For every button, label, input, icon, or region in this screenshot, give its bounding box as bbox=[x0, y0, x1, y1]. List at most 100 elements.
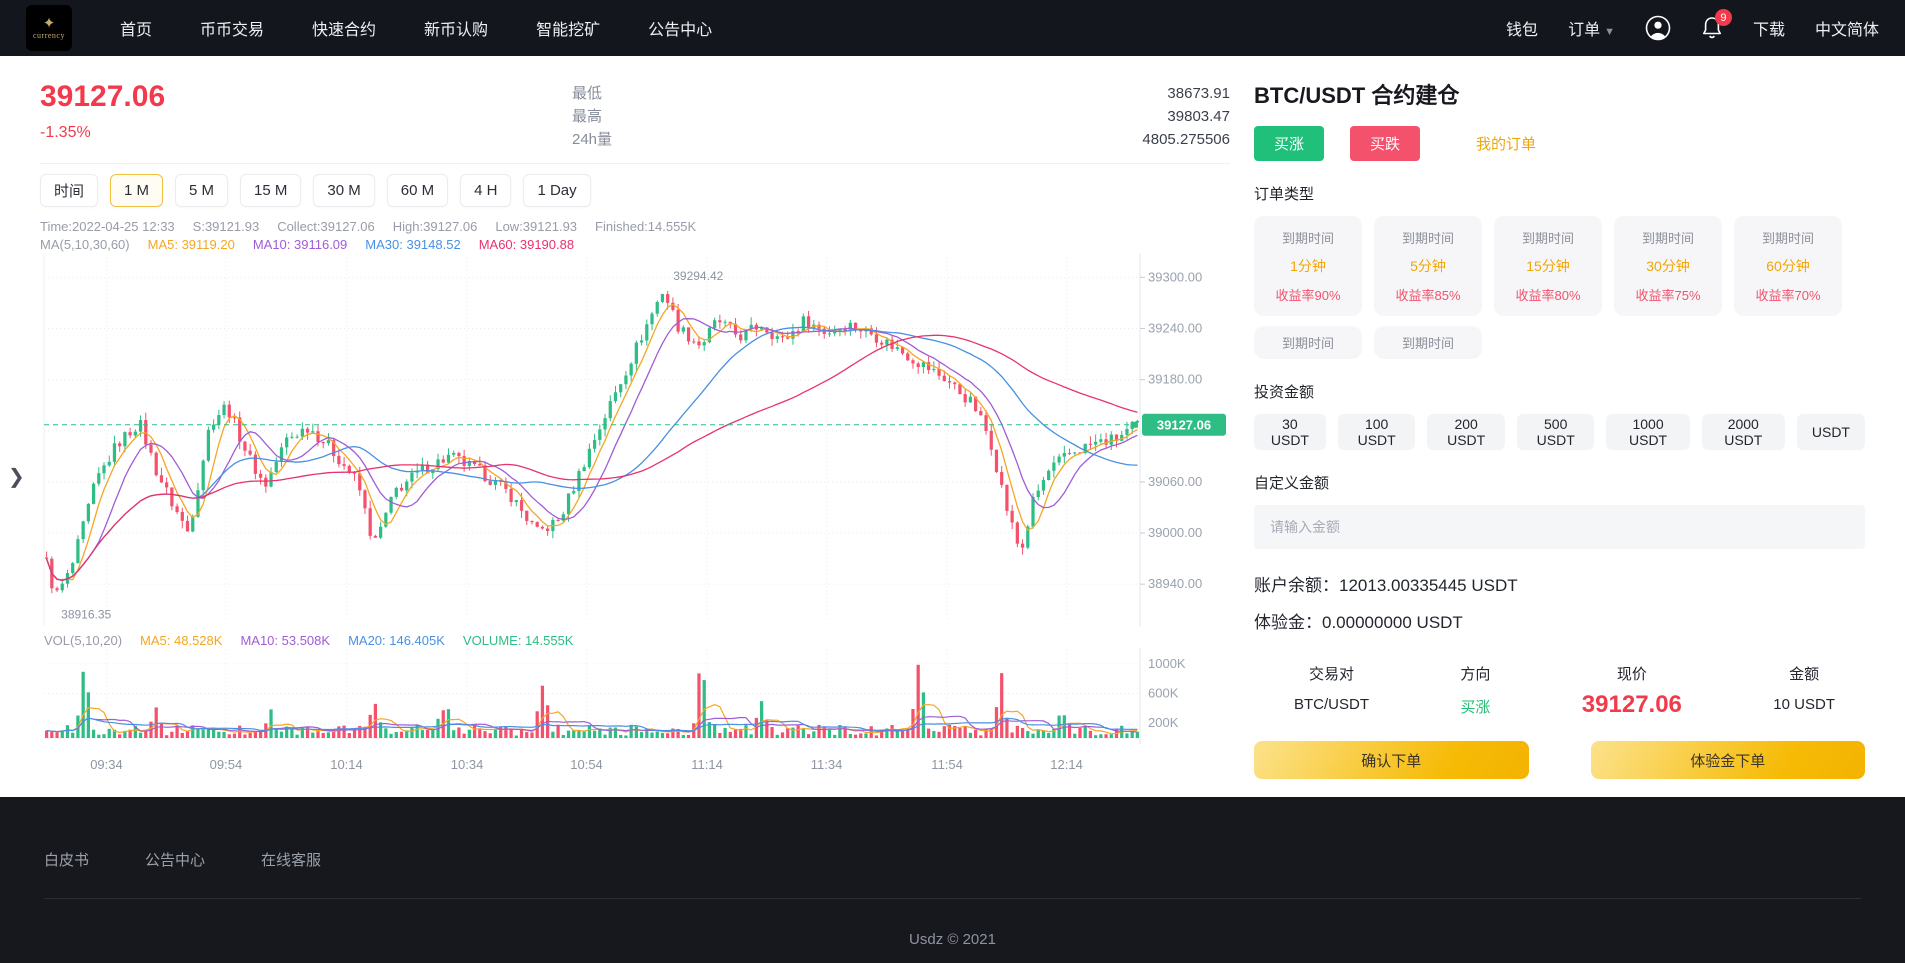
timeframe-30m[interactable]: 30 M bbox=[313, 174, 375, 207]
legend-open: S:39121.93 bbox=[192, 219, 260, 234]
svg-text:39300.00: 39300.00 bbox=[1148, 269, 1202, 284]
amount-usdt[interactable]: USDT bbox=[1796, 414, 1865, 450]
ma60-legend: MA60: 39190.88 bbox=[478, 237, 575, 252]
order-type-extra-2[interactable]: 到期时间 bbox=[1374, 326, 1482, 359]
legend-close: Collect:39127.06 bbox=[277, 219, 375, 234]
buy-down-button[interactable]: 买跌 bbox=[1350, 126, 1421, 161]
amount-1000[interactable]: 1000 USDT bbox=[1606, 414, 1690, 450]
svg-text:39127.06: 39127.06 bbox=[1157, 418, 1211, 433]
balance-label: 账户余额： bbox=[1254, 576, 1339, 595]
custom-amount-input[interactable] bbox=[1254, 505, 1865, 549]
current-price-value: 39127.06 bbox=[1581, 691, 1682, 718]
stat-high: 最高 39803.47 bbox=[572, 105, 1230, 128]
orders-dropdown[interactable]: 订单 ▼ bbox=[1568, 16, 1615, 40]
ma-legend-label: MA(5,10,30,60) bbox=[40, 237, 130, 252]
balance-value: 12013.00335445 USDT bbox=[1339, 576, 1518, 595]
timeframe-15m[interactable]: 15 M bbox=[240, 174, 302, 207]
nav-item-new-coin[interactable]: 新币认购 bbox=[424, 22, 489, 39]
svg-text:39294.42: 39294.42 bbox=[673, 269, 723, 283]
stat-low: 最低 38673.91 bbox=[572, 82, 1230, 105]
rate-label: 收益率90% bbox=[1275, 288, 1341, 303]
timeframe-1day[interactable]: 1 Day bbox=[523, 174, 591, 207]
svg-text:600K: 600K bbox=[1148, 686, 1179, 701]
my-orders-link[interactable]: 我的订单 bbox=[1476, 136, 1537, 153]
stat-low-value: 38673.91 bbox=[1167, 85, 1230, 102]
notifications-button[interactable]: 9 bbox=[1701, 9, 1732, 40]
trial-value: 0.00000000 USDT bbox=[1322, 613, 1463, 632]
custom-amount-label: 自定义金额 bbox=[1254, 475, 1330, 492]
ticker-stats: 最低 38673.91 最高 39803.47 24h量 4805.275506 bbox=[572, 80, 1230, 151]
nav-item-fast-contract[interactable]: 快速合约 bbox=[312, 22, 377, 39]
legend-volume: Finished:14.555K bbox=[595, 219, 697, 234]
ma10-legend: MA10: 39116.09 bbox=[252, 237, 348, 252]
nav-item-home[interactable]: 首页 bbox=[120, 22, 153, 39]
brand-logo[interactable]: ✦ currency bbox=[26, 5, 72, 51]
expiry-label: 到期时间 bbox=[1761, 231, 1814, 246]
time-menu-button[interactable]: 时间 bbox=[40, 174, 99, 207]
nav-item-announcements[interactable]: 公告中心 bbox=[648, 22, 713, 39]
nav-item-spot-trade[interactable]: 币币交易 bbox=[200, 22, 265, 39]
download-link[interactable]: 下载 bbox=[1752, 22, 1785, 39]
amount-value: 10 USDT bbox=[1773, 696, 1835, 713]
main-content: ❯ 39127.06 -1.35% 最低 38673.91 最高 39803.4… bbox=[0, 56, 1905, 797]
order-type-30min[interactable]: 到期时间 30分钟 收益率75% bbox=[1614, 216, 1722, 316]
candlestick-chart[interactable]: 39127.06 39300.00 39240.00 39180.00 39060.00… bbox=[40, 254, 1230, 626]
summary-amount: 金额 10 USDT bbox=[1773, 663, 1835, 713]
timeframe-60m[interactable]: 60 M bbox=[386, 174, 449, 207]
account-avatar[interactable] bbox=[1645, 15, 1671, 41]
footer-whitepaper-link[interactable]: 白皮书 bbox=[44, 852, 90, 869]
stat-high-value: 39803.47 bbox=[1167, 108, 1230, 125]
footer: 白皮书 公告中心 在线客服 Usdz © 2021 bbox=[0, 797, 1905, 963]
footer-support-link[interactable]: 在线客服 bbox=[261, 852, 322, 869]
stat-volume: 24h量 4805.275506 bbox=[572, 128, 1230, 151]
ma-legend: MA(5,10,30,60) MA5: 39119.20 MA10: 39116… bbox=[40, 237, 1230, 252]
order-type-cards: 到期时间 1分钟 收益率90% 到期时间 5分钟 收益率85% 到期时间 15分… bbox=[1254, 216, 1865, 316]
amount-200[interactable]: 200 USDT bbox=[1427, 414, 1505, 450]
x-axis-tick: 12:14 bbox=[1050, 757, 1083, 772]
main-nav: 首页 币币交易 快速合约 新币认购 智能挖矿 公告中心 bbox=[120, 16, 712, 40]
order-type-60min[interactable]: 到期时间 60分钟 收益率70% bbox=[1734, 216, 1842, 316]
summary-pair: 交易对 BTC/USDT bbox=[1294, 663, 1369, 713]
amount-100[interactable]: 100 USDT bbox=[1337, 414, 1416, 450]
confirm-order-button[interactable]: 确认下单 bbox=[1254, 741, 1529, 779]
last-price: 39127.06 bbox=[40, 80, 166, 113]
vol-ma5-legend: MA5: 48.528K bbox=[140, 633, 223, 648]
order-type-15min[interactable]: 到期时间 15分钟 收益率80% bbox=[1494, 216, 1602, 316]
amount-2000[interactable]: 2000 USDT bbox=[1701, 414, 1785, 450]
svg-text:39060.00: 39060.00 bbox=[1148, 474, 1202, 489]
duration-label: 1分钟 bbox=[1290, 258, 1326, 274]
x-axis-tick: 10:54 bbox=[570, 757, 603, 772]
expiry-label: 到期时间 bbox=[1641, 231, 1694, 246]
order-buttons: 确认下单 体验金下单 bbox=[1254, 741, 1865, 779]
timeframe-1m[interactable]: 1 M bbox=[110, 174, 164, 207]
order-type-5min[interactable]: 到期时间 5分钟 收益率85% bbox=[1374, 216, 1482, 316]
nav-item-mining[interactable]: 智能挖矿 bbox=[536, 22, 601, 39]
language-selector[interactable]: 中文简体 bbox=[1814, 22, 1879, 39]
rate-label: 收益率85% bbox=[1395, 288, 1461, 303]
trial-order-button[interactable]: 体验金下单 bbox=[1590, 741, 1865, 779]
x-axis-tick: 10:34 bbox=[450, 757, 484, 772]
amount-500[interactable]: 500 USDT bbox=[1516, 414, 1595, 450]
stat-high-label: 最高 bbox=[572, 108, 603, 125]
order-type-1min[interactable]: 到期时间 1分钟 收益率90% bbox=[1254, 216, 1362, 316]
amount-30[interactable]: 30 USDT bbox=[1254, 414, 1326, 450]
duration-label: 60分钟 bbox=[1766, 258, 1810, 274]
chart-section: 39127.06 -1.35% 最低 38673.91 最高 39803.47 … bbox=[40, 56, 1230, 797]
rate-label: 收益率70% bbox=[1755, 288, 1821, 303]
svg-text:200K: 200K bbox=[1148, 715, 1179, 730]
timeframe-4h[interactable]: 4 H bbox=[460, 174, 512, 207]
wallet-link[interactable]: 钱包 bbox=[1506, 22, 1539, 39]
buy-up-button[interactable]: 买涨 bbox=[1254, 126, 1325, 161]
direction-label: 方向 bbox=[1460, 666, 1491, 683]
copyright: Usdz © 2021 bbox=[909, 931, 996, 948]
direction-value: 买涨 bbox=[1460, 699, 1491, 716]
ticker-header: 39127.06 -1.35% 最低 38673.91 最高 39803.47 … bbox=[40, 56, 1230, 151]
sidebar-expand-handle[interactable]: ❯ bbox=[8, 466, 25, 488]
timeframe-5m[interactable]: 5 M bbox=[175, 174, 229, 207]
x-axis-tick: 10:14 bbox=[330, 757, 363, 772]
stat-low-label: 最低 bbox=[572, 85, 603, 102]
order-type-extra-1[interactable]: 到期时间 bbox=[1254, 326, 1362, 359]
footer-announcements-link[interactable]: 公告中心 bbox=[145, 852, 206, 869]
footer-links: 白皮书 公告中心 在线客服 bbox=[44, 849, 1861, 870]
volume-chart[interactable]: 1000K 600K 200K bbox=[40, 648, 1230, 744]
